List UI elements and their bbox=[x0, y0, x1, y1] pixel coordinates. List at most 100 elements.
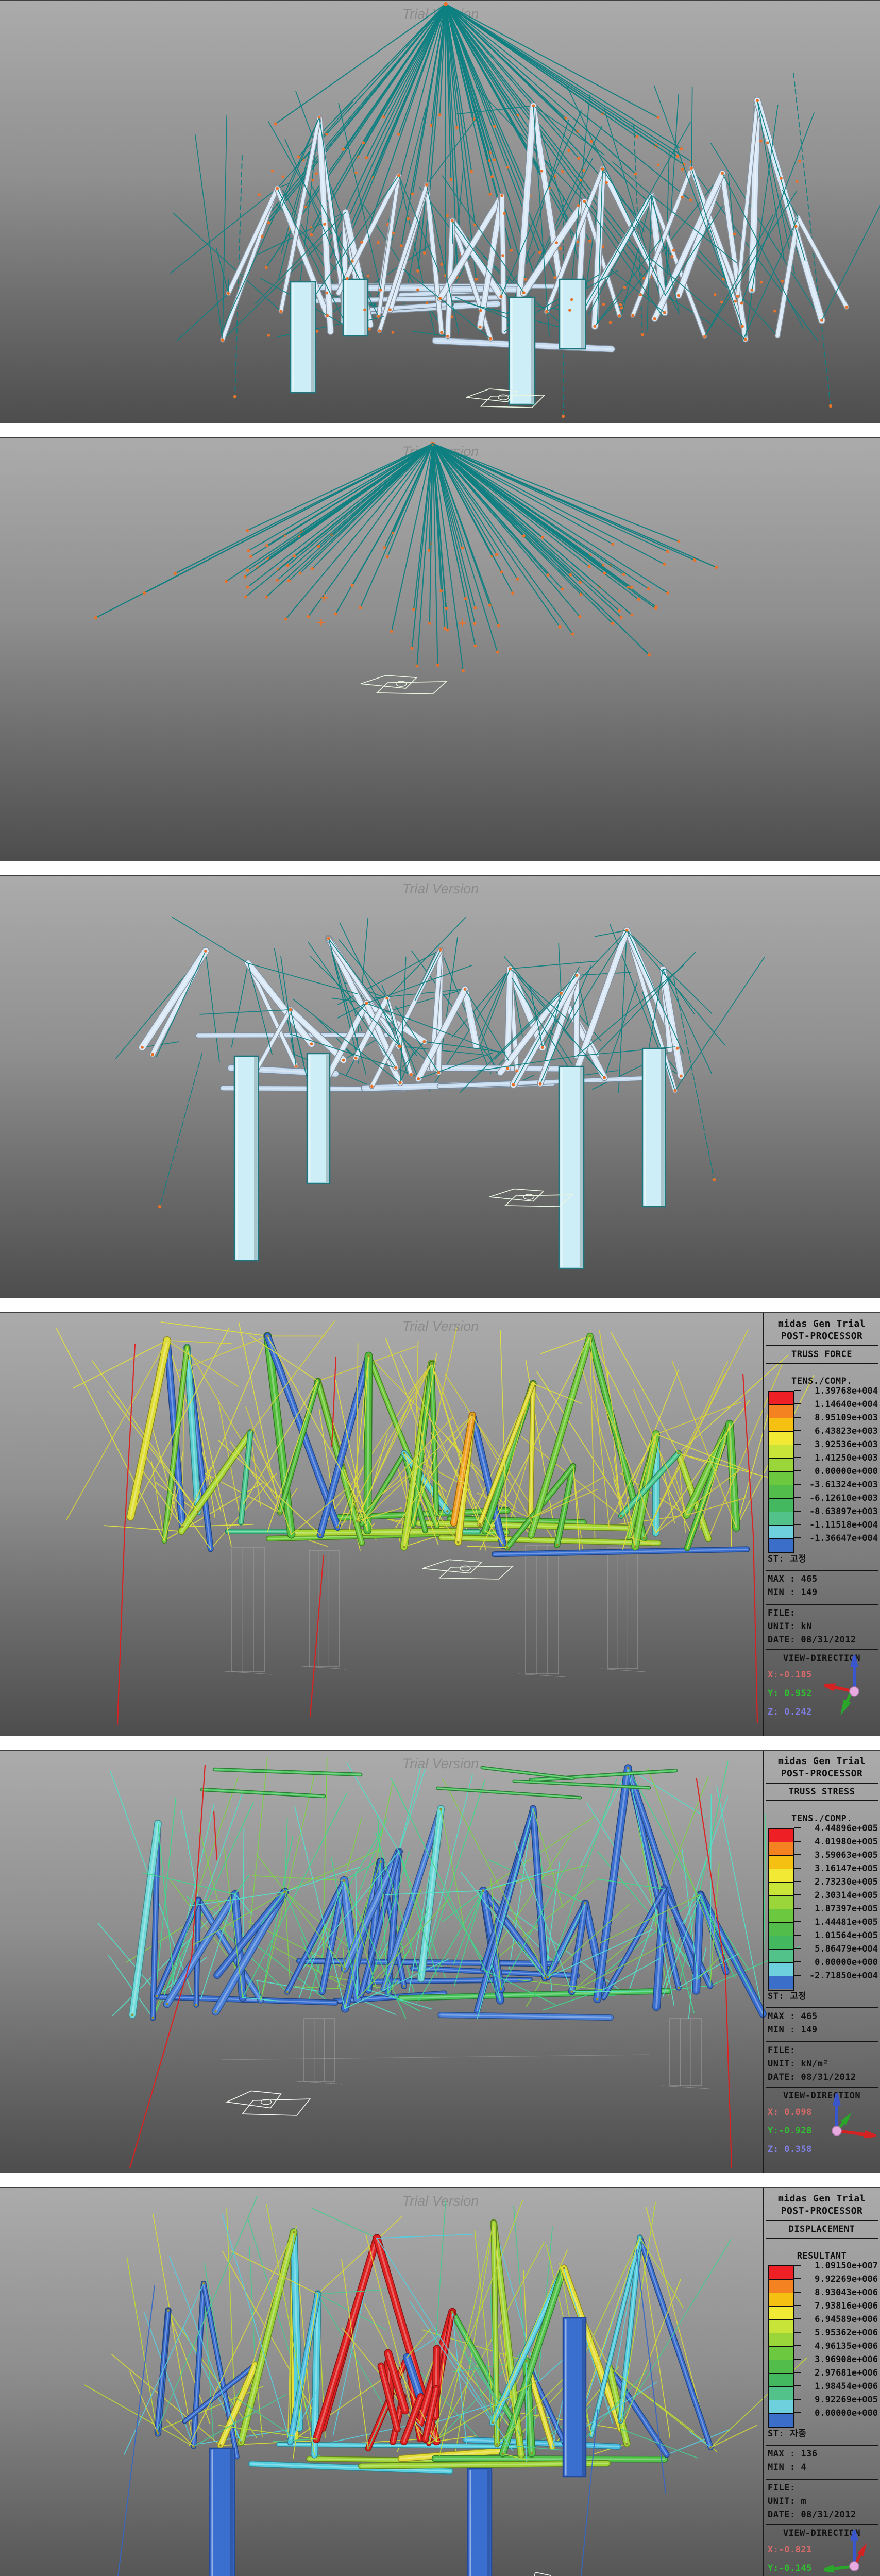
truss-stress-viewport[interactable] bbox=[0, 1751, 880, 2173]
legend-scale-color-swatch bbox=[769, 1459, 793, 1472]
legend-scale-tick bbox=[794, 1841, 801, 1842]
panel-truss-stress: Trial Version midas Gen Trial POST-PROCES… bbox=[0, 1750, 880, 2173]
legend-scale-tick bbox=[794, 2332, 801, 2333]
truss-stress-legend: midas Gen Trial POST-PROCESSOR TRUSS STRES… bbox=[763, 1751, 880, 2173]
legend-scale-color-swatch bbox=[769, 1418, 793, 1432]
legend-scale-tick bbox=[794, 1390, 801, 1391]
legend-scale-tick bbox=[794, 2359, 801, 2360]
panel-truss-force: Trial Version midas Gen Trial POST-PROCES… bbox=[0, 1312, 880, 1736]
legend-scale-label: 5.86479e+004 bbox=[815, 1944, 878, 1954]
legend-load-case: ST: 고정 bbox=[768, 1991, 807, 2002]
legend-scale-color-swatch bbox=[769, 2293, 793, 2307]
legend-divider bbox=[766, 2007, 878, 2008]
legend-max-value: MAX : 136 bbox=[768, 2449, 818, 2459]
legend-result-type: DISPLACEMENT bbox=[788, 2224, 855, 2234]
view-axis-triad-icon bbox=[824, 2530, 867, 2573]
truss-force-viewport[interactable] bbox=[0, 1313, 880, 1736]
legend-scale-label: 3.92536e+003 bbox=[815, 1439, 878, 1450]
legend-scale-color-swatch bbox=[769, 1896, 793, 1909]
legend-view-y: Y:-0.145 bbox=[768, 2563, 812, 2573]
legend-scale-tick bbox=[794, 1430, 801, 1431]
displacement-legend: midas Gen Trial POST-PROCESSOR DISPLACEMEN… bbox=[763, 2188, 880, 2576]
cable-elements-viewport[interactable] bbox=[0, 438, 880, 861]
legend-scale-color-swatch bbox=[769, 1883, 793, 1896]
legend-scale-label: 0.00000e+000 bbox=[815, 2408, 878, 2418]
legend-min-value: MIN : 149 bbox=[768, 1587, 818, 1598]
legend-scale-color-swatch bbox=[769, 1392, 793, 1405]
legend-scale-color-swatch bbox=[769, 2280, 793, 2293]
legend-date: DATE: 08/31/2012 bbox=[768, 2510, 856, 2520]
legend-divider bbox=[766, 2087, 878, 2088]
legend-scale-tick bbox=[794, 2265, 801, 2266]
legend-scale-color-swatch bbox=[769, 1539, 793, 1552]
legend-scale-tick bbox=[794, 1961, 801, 1962]
legend-result-type: TRUSS STRESS bbox=[788, 1787, 855, 1797]
legend-unit: UNIT: m bbox=[768, 2496, 807, 2506]
legend-scale-tick bbox=[794, 1511, 801, 1512]
legend-scale-label: 5.95362e+006 bbox=[815, 2328, 878, 2338]
trial-version-watermark: Trial Version bbox=[402, 881, 479, 896]
legend-scale-label: 1.14640e+004 bbox=[815, 1399, 878, 1410]
legend-scale-label: 7.93816e+006 bbox=[815, 2301, 878, 2311]
view-axis-triad-icon bbox=[824, 1655, 859, 1716]
legend-scale-label: -3.61324e+003 bbox=[809, 1480, 878, 1490]
legend-min-value: MIN : 4 bbox=[768, 2462, 807, 2472]
legend-view-direction-title: VIEW-DIRECTION bbox=[783, 2528, 861, 2538]
panel-truss-frame: Trial Version bbox=[0, 875, 880, 1298]
legend-scale-tick bbox=[794, 1975, 801, 1976]
legend-scale-tick bbox=[794, 1908, 801, 1909]
legend-app-title: midas Gen Trial bbox=[777, 1318, 866, 1329]
legend-scale-tick bbox=[794, 2292, 801, 2293]
legend-unit: UNIT: kN/m² bbox=[768, 2059, 829, 2069]
panel-cable-elements: Trial Version bbox=[0, 437, 880, 861]
panel-model-overview: Trial Version bbox=[0, 0, 880, 423]
legend-scale-tick bbox=[794, 2305, 801, 2306]
legend-divider bbox=[766, 1604, 878, 1605]
truss-frame-viewport[interactable] bbox=[0, 876, 880, 1298]
legend-app-title: midas Gen Trial bbox=[777, 1756, 866, 1767]
legend-date: DATE: 08/31/2012 bbox=[768, 1635, 856, 1645]
legend-color-scale bbox=[768, 2265, 794, 2428]
legend-scale-color-swatch bbox=[769, 1405, 793, 1418]
legend-scale-label: 1.87397e+005 bbox=[815, 1904, 878, 1914]
legend-app-title: midas Gen Trial bbox=[777, 2193, 866, 2204]
legend-min-value: MIN : 149 bbox=[768, 2025, 818, 2035]
legend-scale-tick bbox=[794, 2318, 801, 2319]
legend-scale-color-swatch bbox=[769, 2320, 793, 2333]
legend-scale-label: 6.43823e+003 bbox=[815, 1426, 878, 1436]
legend-scale-tick bbox=[794, 2372, 801, 2373]
model-overview-viewport[interactable] bbox=[0, 1, 880, 423]
legend-scale-color-swatch bbox=[769, 1923, 793, 1936]
legend-result-type: TRUSS FORCE bbox=[791, 1349, 853, 1360]
legend-scale-label: 6.94589e+006 bbox=[815, 2314, 878, 2325]
truss-force-legend: midas Gen Trial POST-PROCESSOR TRUSS FORCE… bbox=[763, 1313, 880, 1736]
legend-scale-tick bbox=[794, 1537, 801, 1538]
legend-file: FILE: bbox=[768, 2483, 796, 2493]
legend-scale-tick bbox=[794, 1854, 801, 1855]
legend-scale-color-swatch bbox=[769, 2400, 793, 2414]
legend-scale-tick bbox=[794, 1935, 801, 1936]
displacement-viewport[interactable] bbox=[0, 2188, 880, 2576]
legend-divider bbox=[766, 1800, 878, 1801]
legend-scale-tick bbox=[794, 1868, 801, 1869]
legend-view-x: X:-0.185 bbox=[768, 1670, 812, 1680]
legend-scale-tick bbox=[794, 1881, 801, 1882]
legend-divider bbox=[766, 2238, 878, 2239]
legend-scale-color-swatch bbox=[769, 1485, 793, 1499]
legend-scale-color-swatch bbox=[769, 2266, 793, 2280]
legend-scale-color-swatch bbox=[769, 1869, 793, 1883]
legend-scale-label: 3.16147e+005 bbox=[815, 1863, 878, 1874]
legend-scale-tick bbox=[794, 1417, 801, 1418]
legend-component: RESULTANT bbox=[797, 2251, 847, 2261]
legend-scale-label: 8.93043e+006 bbox=[815, 2287, 878, 2298]
legend-scale-color-swatch bbox=[769, 2307, 793, 2320]
legend-view-x: X: 0.098 bbox=[768, 2107, 812, 2117]
legend-component: TENS./COMP. bbox=[791, 1376, 853, 1386]
legend-scale-color-swatch bbox=[769, 1909, 793, 1923]
legend-scale-label: 2.73230e+005 bbox=[815, 1877, 878, 1887]
legend-scale-tick bbox=[794, 1484, 801, 1485]
legend-scale-tick bbox=[794, 1827, 801, 1828]
legend-color-scale bbox=[768, 1391, 794, 1553]
legend-scale-label: -1.11518e+004 bbox=[809, 1520, 878, 1530]
